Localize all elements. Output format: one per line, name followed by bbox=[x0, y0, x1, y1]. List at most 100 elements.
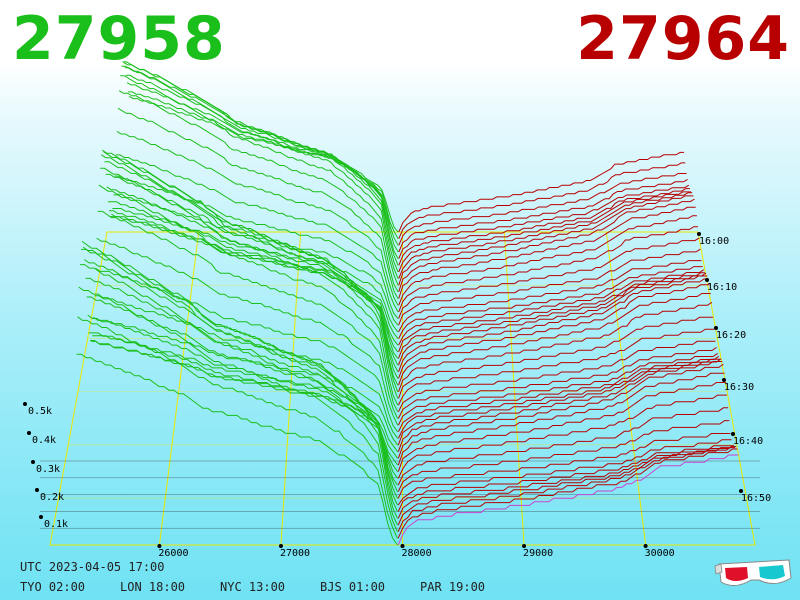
ask-depth-line bbox=[397, 454, 739, 546]
ask-depth-line bbox=[398, 301, 713, 392]
price-tick-dot bbox=[157, 544, 162, 548]
bid-depth-line bbox=[115, 154, 399, 313]
ask-depth-line bbox=[398, 178, 688, 253]
bid-depth-line bbox=[116, 130, 399, 306]
ask-depth-line bbox=[398, 151, 685, 233]
ask-depth-line bbox=[398, 206, 696, 299]
ask-depth-line bbox=[398, 269, 705, 346]
ask-depth-line bbox=[398, 272, 707, 359]
bid-depth-line bbox=[100, 154, 399, 399]
bid-depth-line bbox=[111, 213, 399, 339]
bid-depth-line bbox=[96, 237, 399, 426]
ask-depth-line bbox=[397, 382, 726, 472]
chart-series bbox=[76, 61, 739, 546]
ask-depth-line bbox=[397, 361, 723, 452]
ask-depth-line bbox=[397, 447, 735, 526]
ask-price: 27964 bbox=[576, 4, 790, 74]
ask-depth-line bbox=[397, 363, 724, 459]
price-gridline bbox=[158, 231, 200, 546]
bid-depth-line bbox=[95, 267, 399, 433]
time-tick-label: 16:30 bbox=[724, 382, 754, 393]
time-tick-label: 16:50 bbox=[741, 493, 771, 504]
bid-depth-line bbox=[112, 208, 399, 333]
ask-depth-line bbox=[397, 394, 727, 479]
bid-depth-line bbox=[120, 75, 399, 286]
ask-depth-line bbox=[398, 266, 703, 339]
ask-depth-line bbox=[398, 316, 713, 399]
price-gridline bbox=[503, 231, 525, 546]
bid-depth-line bbox=[102, 149, 399, 392]
time-tick-dot bbox=[705, 278, 709, 282]
clock-lon: LON 18:00 bbox=[120, 580, 186, 594]
ask-depth-line bbox=[398, 260, 702, 333]
bid-depth-line bbox=[121, 65, 399, 279]
ask-depth-line bbox=[397, 448, 738, 539]
time-tick-dot bbox=[714, 326, 718, 330]
utc-time: UTC 2023-04-05 17:00 bbox=[20, 560, 165, 574]
ask-depth-line bbox=[398, 278, 709, 373]
depth-tick-label: 0.4k bbox=[32, 435, 56, 446]
3d-glasses-icon[interactable] bbox=[713, 558, 795, 594]
price-tick-dot bbox=[278, 544, 283, 548]
bid-depth-line bbox=[79, 264, 398, 526]
bid-depth-line bbox=[91, 340, 399, 459]
time-tick-label: 16:40 bbox=[733, 436, 763, 447]
ask-depth-line bbox=[397, 372, 725, 466]
clock-nyc: NYC 13:00 bbox=[220, 580, 286, 594]
time-tick-dot bbox=[731, 432, 735, 436]
ask-depth-line bbox=[398, 284, 710, 379]
depth-tick-label: 0.3k bbox=[36, 464, 60, 475]
ask-depth-line bbox=[398, 248, 701, 326]
depth-tick-dot bbox=[31, 460, 35, 464]
price-tick-dot bbox=[400, 544, 405, 548]
ask-depth-line bbox=[398, 192, 693, 279]
depth-tick-dot bbox=[35, 488, 39, 492]
ask-depth-line bbox=[397, 355, 720, 433]
bid-depth-line bbox=[114, 175, 399, 319]
time-tick-dot bbox=[697, 232, 701, 236]
ask-depth-line bbox=[398, 188, 690, 266]
depth-tick-label: 0.2k bbox=[40, 492, 64, 503]
bid-depth-line bbox=[94, 295, 399, 439]
price-tick-label: 30000 bbox=[645, 548, 675, 559]
bid-depth-line bbox=[107, 201, 399, 359]
bid-depth-line bbox=[128, 95, 399, 233]
ask-depth-line bbox=[398, 272, 705, 353]
bid-depth-line bbox=[103, 151, 399, 386]
bid-depth-line bbox=[122, 61, 399, 273]
ask-depth-line bbox=[398, 198, 695, 293]
time-tick-label: 16:00 bbox=[699, 236, 729, 247]
bid-depth-line bbox=[81, 240, 398, 512]
bid-depth-line bbox=[125, 74, 399, 253]
time-tick-label: 16:20 bbox=[716, 330, 746, 341]
ask-depth-line bbox=[397, 358, 720, 439]
ask-depth-line bbox=[397, 444, 735, 519]
time-tick-dot bbox=[722, 378, 726, 382]
chart-labels: 26000 27000 28000 29000 30000 0.1k 0.2k 0.3k 0.4… bbox=[23, 232, 771, 559]
ask-depth-line bbox=[397, 433, 731, 499]
ask-depth-line bbox=[398, 173, 687, 246]
price-gridline bbox=[605, 231, 647, 546]
bid-depth-line bbox=[86, 296, 399, 486]
depth-tick-dot bbox=[23, 402, 27, 406]
bid-depth-line bbox=[77, 316, 398, 539]
ask-depth-line bbox=[397, 358, 722, 446]
timezone-clocks: TYO 02:00 LON 18:00 NYC 13:00 BJS 01:00 … bbox=[20, 580, 520, 594]
ask-depth-line bbox=[398, 237, 700, 319]
price-tick-label: 28000 bbox=[402, 548, 432, 559]
ask-depth-line bbox=[397, 446, 737, 532]
ask-depth-line bbox=[398, 215, 697, 306]
time-tick-label: 16:10 bbox=[707, 282, 737, 293]
bid-depth-line bbox=[81, 248, 398, 519]
price-tick-label: 26000 bbox=[158, 548, 188, 559]
ask-depth-line bbox=[397, 407, 729, 486]
ask-depth-line bbox=[397, 340, 716, 413]
depth-tick-dot bbox=[27, 431, 31, 435]
clock-tyo: TYO 02:00 bbox=[20, 580, 86, 594]
ask-depth-line bbox=[397, 439, 732, 506]
bid-depth-line bbox=[97, 210, 399, 419]
bid-depth-line bbox=[98, 184, 399, 413]
depth-tick-label: 0.1k bbox=[44, 519, 68, 530]
ask-depth-line bbox=[397, 445, 733, 512]
